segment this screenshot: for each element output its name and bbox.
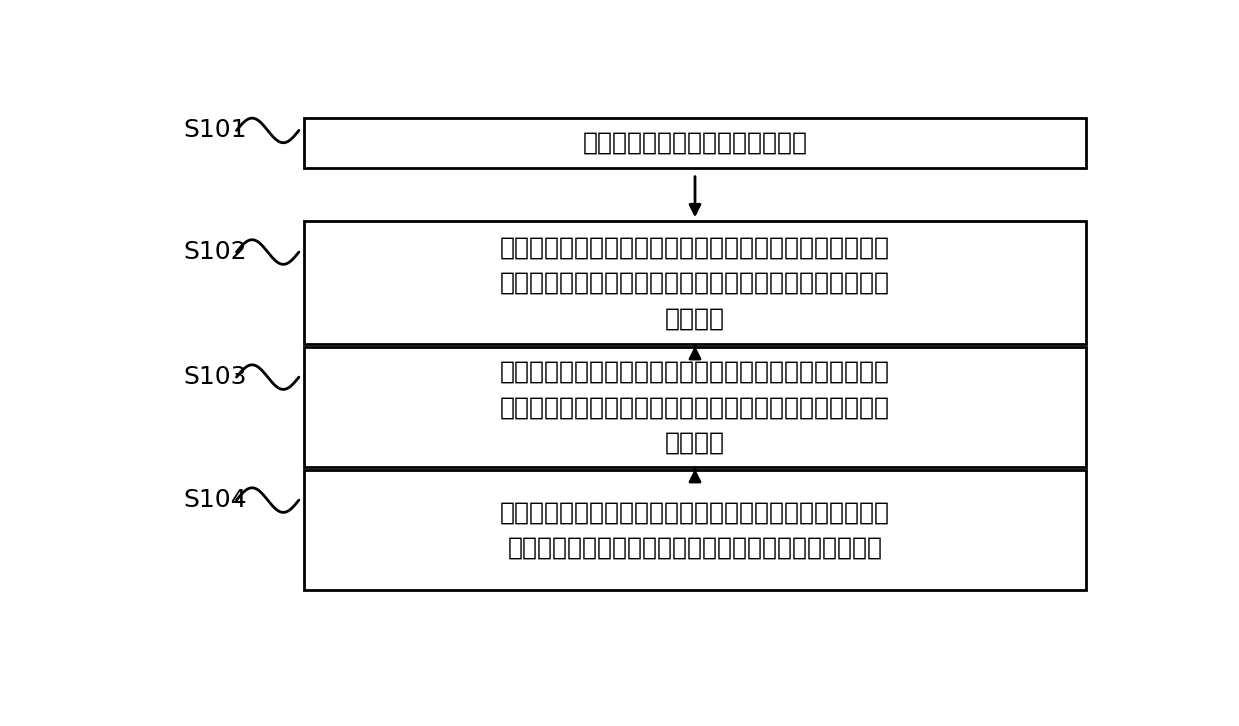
Text: S102: S102: [183, 240, 248, 264]
Text: 根据水平像素距离，计算极高光子特征在世界坐标系中移动
的实际水平距离，并根据实际水平距离获得鐵水流的流速: 根据水平像素距离，计算极高光子特征在世界坐标系中移动 的实际水平距离，并根据实际…: [501, 500, 890, 560]
Text: 将视频流分解成以时间为序的帧图像序列，并对帧图像序列
中的帧图像进行预处理，预处理至少包括提取帧图像的极高
光子特征: 将视频流分解成以时间为序的帧图像序列，并对帧图像序列 中的帧图像进行预处理，预处…: [501, 235, 890, 330]
Bar: [304, 347, 1087, 468]
Text: S101: S101: [183, 118, 248, 142]
Bar: [304, 470, 1087, 590]
Text: 利用互相关法在预处理后的相邻帧图像中匹配极高光子特征
，并计算极高光子特征在相邻帧图像间隔时间内移动的水平
像素距离: 利用互相关法在预处理后的相邻帧图像中匹配极高光子特征 ，并计算极高光子特征在相邻…: [501, 360, 890, 454]
Bar: [304, 118, 1087, 168]
Text: S103: S103: [183, 365, 248, 389]
Bar: [304, 221, 1087, 344]
Text: S104: S104: [183, 488, 248, 512]
Text: 采集高炉出鐵口的鐵水流的视频流: 采集高炉出鐵口的鐵水流的视频流: [582, 131, 808, 155]
